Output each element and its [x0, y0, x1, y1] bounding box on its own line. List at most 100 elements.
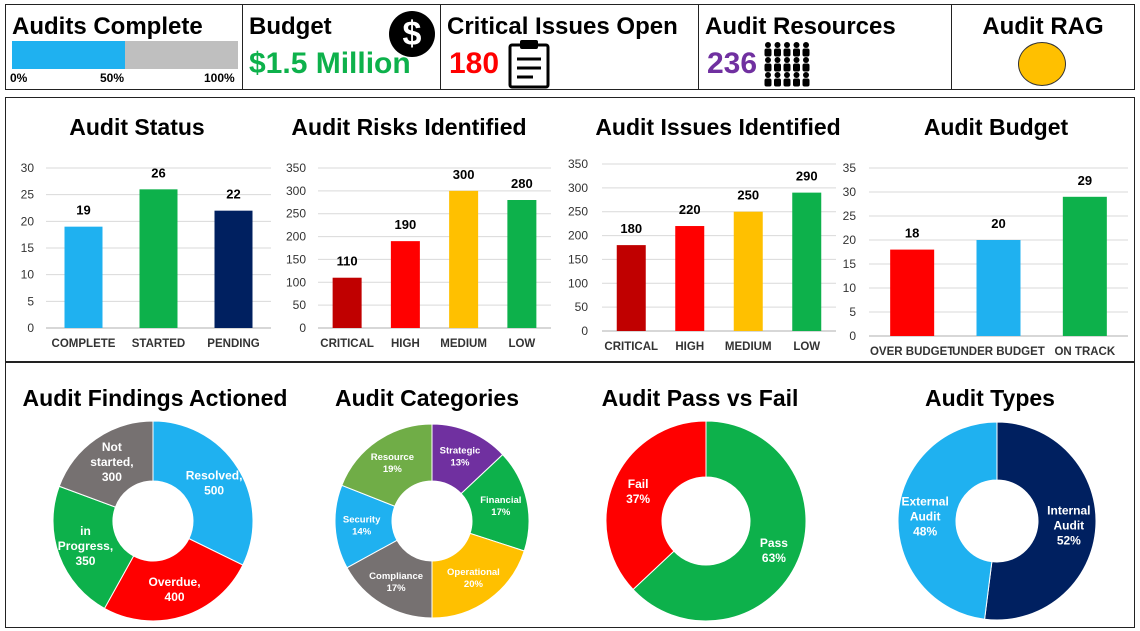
audits-complete-progress-bar [12, 41, 238, 69]
x-tick-label: LOW [508, 338, 535, 350]
y-tick-label: 50 [293, 298, 307, 312]
chart-title-audit-status: Audit Status [69, 114, 205, 140]
chart-title-audit-issues: Audit Issues Identified [595, 114, 841, 140]
pie-slice-label: Audit [910, 509, 941, 523]
x-tick-label: HIGH [675, 341, 704, 353]
y-tick-label: 25 [21, 188, 35, 202]
pie-slice-label: 500 [204, 483, 224, 497]
bar-charts-panel: Audit Status Audit Risks Identified Audi… [5, 97, 1135, 362]
pie-slice-label: Fail [628, 477, 649, 491]
bar-value-label: 300 [453, 167, 475, 182]
pie-slice-label: 14% [352, 527, 372, 538]
y-tick-label: 5 [27, 294, 34, 308]
pie-slice-label: External [901, 494, 948, 508]
y-tick-label: 200 [286, 230, 306, 244]
progress-fill [12, 41, 125, 69]
person-body [774, 48, 781, 57]
rag-status-icon [1018, 42, 1066, 86]
kpi-rag: Audit RAG [952, 5, 1134, 89]
x-tick-label: MEDIUM [725, 341, 772, 353]
pie-slice-label: 63% [762, 551, 786, 565]
person-body [783, 63, 791, 72]
y-tick-label: 300 [568, 181, 588, 195]
person-body [793, 63, 800, 72]
person-head [803, 57, 809, 63]
bar-value-label: 18 [905, 226, 919, 241]
person-body [764, 48, 772, 57]
bar [332, 277, 362, 328]
pie-slice-label: 350 [75, 554, 95, 568]
y-tick-label: 100 [286, 275, 306, 289]
pie-slice-label: 13% [450, 457, 470, 468]
progress-tick-50: 50% [100, 71, 125, 85]
person-head [793, 42, 800, 48]
y-tick-label: 150 [568, 252, 588, 266]
pie-slice-label: 400 [165, 590, 185, 604]
person-head [784, 72, 790, 78]
x-tick-label: MEDIUM [440, 338, 487, 350]
person-head [784, 42, 790, 48]
kpi-resources: Audit Resources 236 [699, 5, 952, 89]
bar [449, 190, 479, 328]
bar-value-label: 250 [737, 188, 759, 203]
y-tick-label: 10 [21, 268, 35, 282]
person-body [793, 48, 800, 57]
clipboard-icon [508, 40, 550, 89]
bar [64, 226, 103, 328]
pie-slice-label: Strategic [440, 445, 481, 456]
y-tick-label: 100 [568, 276, 588, 290]
person-body [774, 63, 781, 72]
bar [616, 245, 646, 331]
bar-value-label: 180 [620, 221, 642, 236]
pie-slice-label: Pass [760, 536, 788, 550]
y-tick-label: 35 [843, 161, 857, 175]
person-head [774, 57, 781, 63]
y-tick-label: 0 [27, 321, 34, 335]
bar-value-label: 110 [337, 254, 358, 269]
kpi-title: Audit Resources [705, 13, 896, 40]
x-tick-label: CRITICAL [604, 341, 658, 353]
pie-slice-label: 17% [387, 583, 407, 594]
y-tick-label: 30 [21, 161, 35, 175]
pie-slice-label: Audit [1054, 519, 1085, 533]
chart-title-findings-actioned: Audit Findings Actioned [22, 385, 288, 411]
bar [890, 249, 935, 336]
person-body [783, 78, 791, 87]
person-head [774, 42, 781, 48]
bar [675, 226, 705, 331]
person-body [764, 78, 772, 87]
person-head [793, 57, 800, 63]
chart-title-audit-types: Audit Types [925, 385, 1055, 411]
person-head [803, 42, 809, 48]
pie-slice [52, 485, 135, 610]
dollar-icon: $ [389, 11, 435, 57]
pie-slice-label: 37% [626, 492, 650, 506]
critical-issues-value: 180 [449, 47, 500, 80]
pie-slice [431, 532, 525, 619]
kpi-strip: Audits Complete 0% 50% 100% Budget $ $1.… [5, 4, 1135, 90]
person-body [802, 78, 810, 87]
y-tick-label: 25 [843, 209, 857, 223]
bar [139, 189, 178, 328]
y-tick-label: 30 [843, 185, 857, 199]
pie-slice-label: Resource [371, 452, 414, 463]
pie-slice [605, 420, 707, 591]
pie-slice-label: 52% [1057, 534, 1081, 548]
bar-value-label: 29 [1078, 173, 1092, 188]
y-tick-label: 0 [581, 324, 588, 338]
bar [733, 211, 763, 331]
pie-slice-label: 48% [913, 524, 937, 538]
kpi-title: Audit RAG [982, 13, 1104, 40]
kpi-title: Budget [249, 13, 332, 40]
y-tick-label: 200 [568, 229, 588, 243]
x-tick-label: UNDER BUDGET [952, 346, 1045, 358]
pie-slice-label: Security [343, 515, 381, 526]
pie-slice-label: Internal [1047, 504, 1090, 518]
y-tick-label: 350 [568, 157, 588, 171]
y-tick-label: 15 [21, 241, 35, 255]
y-tick-label: 5 [849, 305, 856, 319]
pie-slice-label: 17% [491, 507, 511, 518]
people-group-icon [764, 42, 810, 87]
kpi-critical-issues: Critical Issues Open 180 [441, 5, 699, 89]
y-tick-label: 350 [286, 161, 306, 175]
